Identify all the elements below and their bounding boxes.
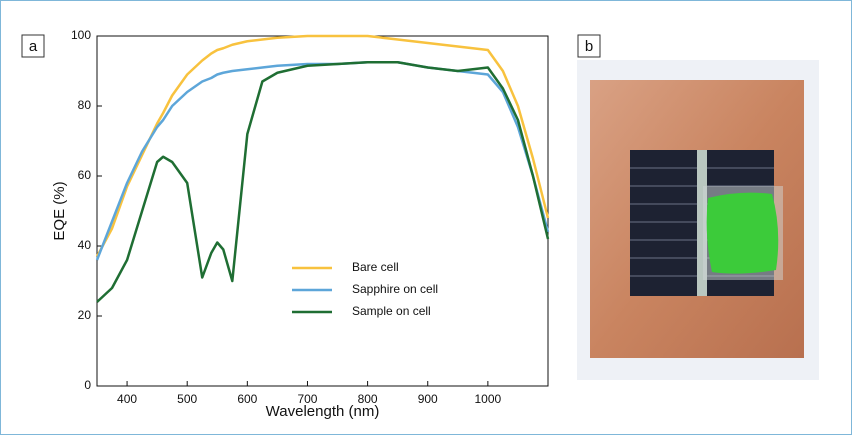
x-tick-label: 500 — [177, 392, 197, 406]
x-axis-label: Wavelength (nm) — [266, 403, 380, 420]
panel-label: b — [585, 38, 593, 55]
series-line — [96, 61, 550, 303]
photo — [577, 60, 819, 380]
green-sample — [706, 192, 779, 274]
legend-label: Bare cell — [352, 260, 399, 274]
plot-frame — [96, 35, 549, 387]
panel-label: a — [29, 38, 38, 55]
x-tick-label: 1000 — [475, 392, 502, 406]
y-tick-label: 80 — [78, 98, 92, 112]
legend-label: Sapphire on cell — [352, 282, 438, 296]
y-tick-label: 60 — [78, 168, 92, 182]
series-line — [95, 34, 550, 258]
panel-label-box — [21, 34, 45, 58]
y-tick-label: 100 — [71, 28, 91, 42]
x-tick-label: 700 — [297, 392, 317, 406]
y-tick-label: 40 — [78, 238, 92, 252]
y-tick-label: 0 — [84, 378, 91, 392]
x-tick-label: 600 — [237, 392, 257, 406]
panel-label-box — [577, 34, 601, 58]
legend-label: Sample on cell — [352, 304, 431, 318]
busbar — [697, 150, 707, 296]
series-line — [95, 61, 550, 261]
y-axis-label: EQE (%) — [51, 181, 68, 240]
x-tick-label: 400 — [117, 392, 137, 406]
x-tick-label: 900 — [418, 392, 438, 406]
x-tick-label: 800 — [358, 392, 378, 406]
y-tick-label: 20 — [78, 308, 92, 322]
